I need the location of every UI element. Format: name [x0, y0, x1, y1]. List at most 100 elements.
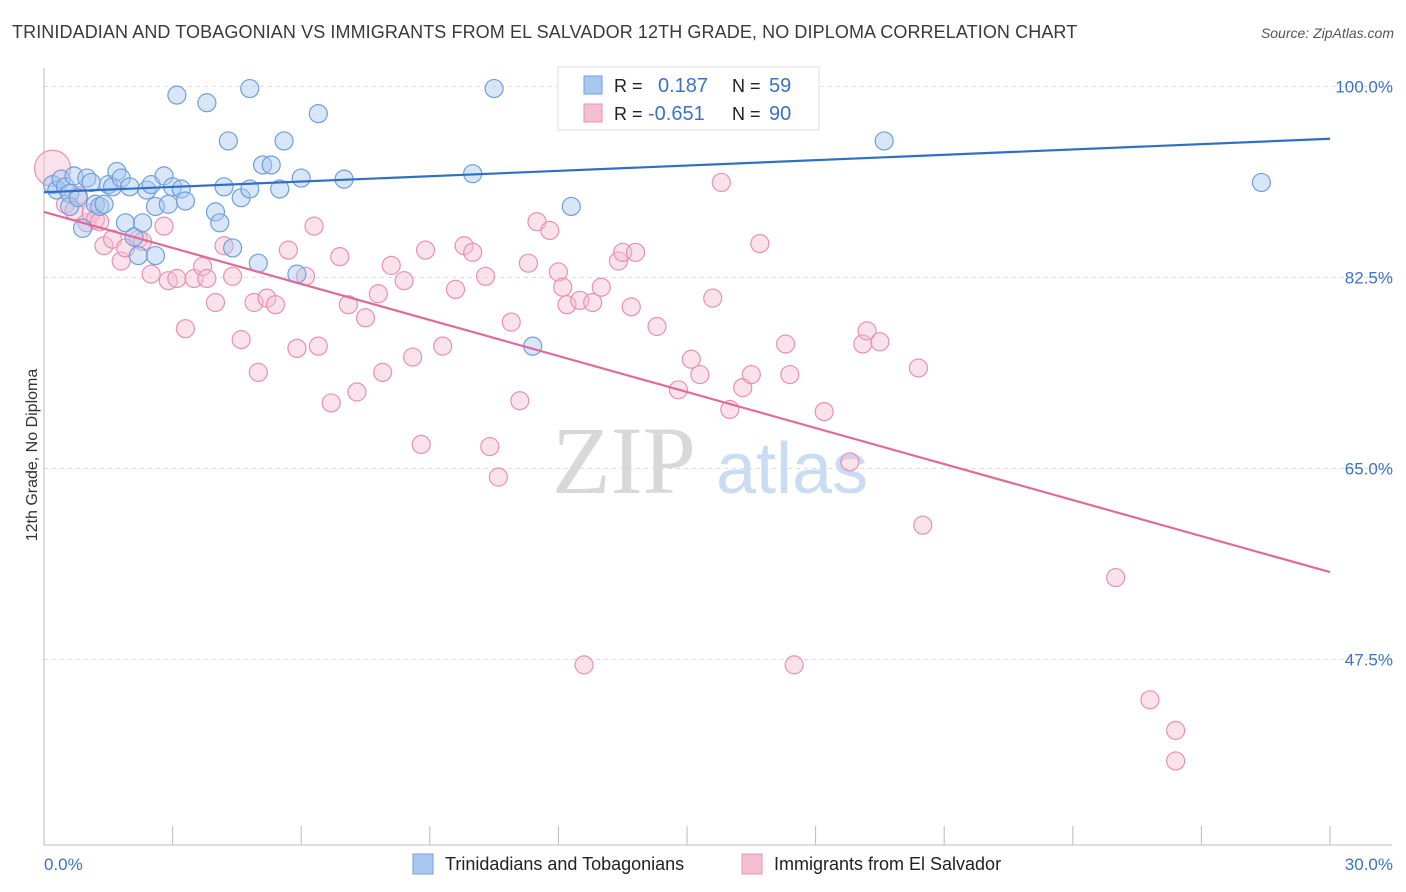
pink-point-82	[784, 655, 804, 675]
blue-point-10	[81, 172, 101, 193]
pink-point-90	[1106, 567, 1126, 588]
pink-point-31	[287, 338, 307, 358]
x-tick-label-0: 0.0%	[44, 855, 83, 874]
legend-n-label-2: N =	[732, 104, 761, 124]
pink-point-46	[415, 240, 436, 260]
blue-points	[42, 78, 1272, 356]
pink-point-15	[154, 216, 174, 236]
pink-point-55	[510, 391, 530, 411]
pink-point-47	[433, 336, 453, 356]
legend-swatch-blue	[583, 75, 603, 95]
watermark-zip: ZIP	[552, 407, 696, 514]
pink-point-79	[750, 233, 770, 254]
pink-point-33	[304, 216, 324, 236]
blue-point-22	[132, 213, 153, 233]
pink-point-59	[548, 262, 569, 282]
pink-point-87	[870, 332, 890, 352]
blue-point-41	[240, 78, 260, 99]
pink-point-36	[330, 247, 350, 267]
pink-point-48	[445, 279, 466, 300]
watermark-atlas: atlas	[716, 429, 868, 509]
tick-labels: 100.0% 82.5% 65.0% 47.5% 0.0% 30.0%	[44, 77, 1393, 874]
axes	[43, 68, 1392, 846]
bottom-legend-swatch-pink	[741, 853, 763, 875]
pink-point-75	[711, 172, 731, 193]
trend-lines	[43, 137, 1331, 574]
pink-point-74	[703, 288, 723, 308]
legend-r-label-2: R =	[614, 104, 643, 124]
pink-point-45	[411, 434, 431, 455]
pink-point-30	[278, 240, 298, 260]
bottom-legend-series1: Trinidadians and Tobagonians	[445, 854, 684, 874]
pink-point-40	[368, 284, 388, 304]
pink-point-58	[540, 220, 560, 241]
bottom-legend-series2: Immigrants from El Salvador	[774, 854, 1001, 874]
blue-point-35	[210, 213, 230, 233]
blue-point-45	[270, 179, 290, 199]
pink-point-78	[741, 364, 761, 385]
blue-point-13	[94, 194, 114, 214]
pink-point-61	[557, 295, 577, 315]
pink-point-63	[574, 655, 594, 675]
pink-point-17	[167, 268, 187, 289]
pink-point-56	[518, 253, 538, 273]
pink-point-44	[403, 347, 423, 367]
pink-point-41	[373, 362, 393, 382]
blue-point-25	[145, 245, 166, 266]
pink-point-68	[621, 297, 641, 317]
pink-point-21	[197, 268, 217, 289]
pink-point-84	[840, 452, 860, 472]
pink-point-86	[857, 321, 877, 341]
pink-point-72	[681, 349, 701, 369]
blue-point-7	[68, 188, 88, 208]
legend-n-label-1: N =	[732, 76, 761, 96]
source-label: Source: ZipAtlas.com	[1260, 25, 1394, 41]
pink-point-35	[321, 393, 341, 413]
legend-box: R = 0.187 N = 59 R = -0.651 N = 90	[557, 66, 820, 131]
blue-point-36	[214, 177, 234, 197]
blue-point-56	[874, 131, 894, 151]
pink-point-18	[175, 319, 196, 339]
blue-point-44	[261, 155, 281, 175]
y-tick-label-2: 65.0%	[1345, 459, 1393, 478]
bottom-legend: Trinidadians and Tobagonians Immigrants …	[412, 853, 1001, 875]
blue-point-28	[158, 194, 178, 214]
blue-point-49	[308, 104, 328, 124]
trend-line-pink	[43, 210, 1331, 574]
pink-point-24	[223, 266, 243, 286]
blue-point-18	[115, 213, 136, 233]
pink-point-14	[141, 264, 161, 284]
pink-point-64	[583, 292, 603, 313]
blue-point-37	[218, 131, 238, 151]
chart-title: TRINIDADIAN AND TOBAGONIAN VS IMMIGRANTS…	[12, 22, 1078, 42]
legend-r-value-1: 0.187	[658, 75, 708, 97]
pink-point-92	[1166, 751, 1186, 771]
blue-point-30	[171, 179, 191, 199]
legend-swatch-pink	[583, 103, 603, 123]
blue-point-32	[167, 85, 187, 105]
blue-point-33	[197, 93, 217, 113]
pink-point-83	[814, 402, 834, 422]
pink-point-20	[193, 256, 213, 277]
blue-point-31	[175, 191, 196, 211]
pink-point-25	[231, 330, 251, 350]
pink-point-26	[244, 292, 264, 313]
pink-point-51	[475, 266, 496, 286]
bottom-legend-swatch-blue	[412, 853, 434, 875]
blue-point-48	[291, 168, 311, 188]
pink-point-89	[913, 515, 933, 535]
pink-point-39	[355, 308, 376, 328]
y-axis-label: 12th Grade, No Diploma	[24, 369, 41, 542]
blue-point-54	[561, 196, 581, 217]
trend-line-blue	[43, 137, 1331, 194]
legend-r-label-1: R =	[614, 76, 643, 96]
pink-point-80	[775, 334, 796, 354]
pink-point-54	[501, 312, 521, 332]
legend-n-value-1: 59	[769, 75, 791, 97]
pink-point-29	[265, 295, 286, 315]
pink-point-66	[608, 251, 629, 271]
blue-point-19	[120, 177, 140, 197]
pink-point-0	[33, 149, 72, 187]
pink-point-81	[780, 364, 800, 385]
